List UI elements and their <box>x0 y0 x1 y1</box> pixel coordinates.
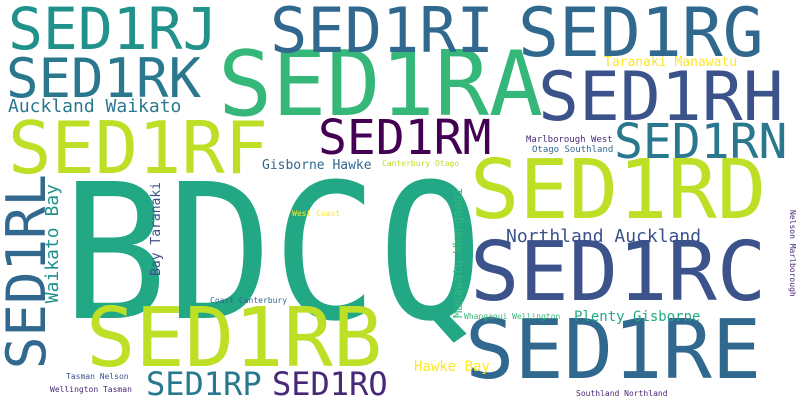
word-sed1rg: SED1RG <box>518 0 764 73</box>
word-northland-auckland: Northland Auckland <box>506 226 702 247</box>
word-sed1rd: SED1RD <box>470 143 767 238</box>
word-auckland-waikato: Auckland Waikato <box>8 96 182 117</box>
word-bay-taranaki: Bay Taranaki <box>149 182 164 276</box>
word-otago-southland: Otago Southland <box>532 145 614 155</box>
word-bdcq: BDCQ <box>62 144 484 363</box>
word-coast-canterbury: Coast Canterbury <box>210 296 288 305</box>
word-manawatu-whanganui: Manawatu Whanganui <box>451 188 465 319</box>
word-plenty-gisborne: Plenty Gisborne <box>574 309 701 325</box>
word-sed1rf: SED1RF <box>8 106 269 190</box>
word-west-coast: West Coast <box>292 209 341 218</box>
word-nelson-marlborough: Nelson Marlborough <box>788 210 797 297</box>
word-marlborough-west: Marlborough West <box>526 135 613 145</box>
word-whanganui-wellington: Whanganui Wellington <box>464 312 561 321</box>
word-sed1rk: SED1RK <box>6 47 202 110</box>
word-southland-northland: Southland Northland <box>576 389 668 398</box>
word-tasman-nelson: Tasman Nelson <box>66 372 129 381</box>
word-sed1rc: SED1RC <box>470 225 767 320</box>
word-sed1ro: SED1RO <box>272 365 388 400</box>
word-canterbury-otago: Canterbury Otago <box>382 159 460 168</box>
word-hawke-bay: Hawke Bay <box>414 359 490 375</box>
word-taranaki-manawatu: Taranaki Manawatu <box>604 55 738 70</box>
word-sed1rm: SED1RM <box>318 110 492 166</box>
word-sed1ra: SED1RA <box>218 32 544 137</box>
word-sed1rp: SED1RP <box>146 365 262 400</box>
word-gisborne-hawke: Gisborne Hawke <box>262 158 372 173</box>
word-sed1rn: SED1RN <box>614 114 788 170</box>
word-sed1re: SED1RE <box>465 303 762 398</box>
word-waikato-bay: Waikato Bay <box>42 184 63 304</box>
word-sed1rh: SED1RH <box>538 58 784 137</box>
word-wellington-tasman: Wellington Tasman <box>50 385 132 394</box>
word-sed1rb: SED1RB <box>86 291 383 386</box>
word-sed1rj: SED1RJ <box>8 0 218 63</box>
word-sed1ri: SED1RI <box>270 0 494 67</box>
